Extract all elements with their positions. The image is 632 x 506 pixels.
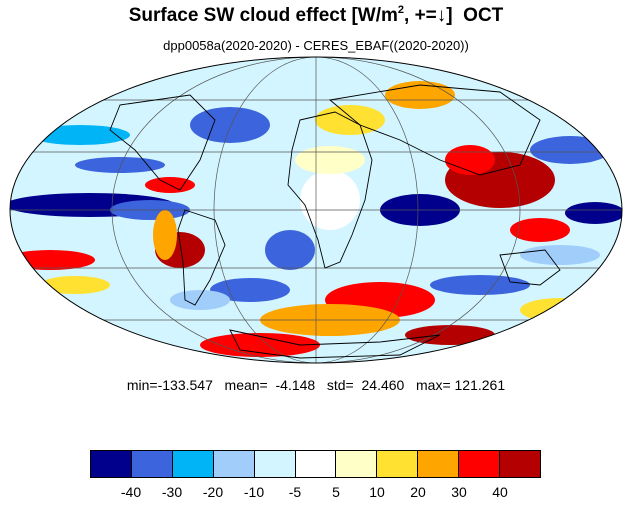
colorbar-tick-label: -5 [288, 484, 302, 500]
patch [405, 325, 495, 345]
field-patches [10, 81, 622, 357]
colorbar-tick-label: -10 [243, 484, 265, 500]
colorbar [90, 450, 541, 478]
colorbar-tick-label: 20 [410, 484, 426, 500]
patch [190, 107, 270, 143]
colorbar-swatch [500, 451, 540, 477]
title-tail: , +=↓] OCT [404, 5, 504, 26]
colorbar-swatch [418, 451, 460, 477]
patch [200, 333, 320, 357]
title-superscript: 2 [397, 4, 405, 16]
colorbar-swatch [336, 451, 378, 477]
patch [75, 157, 165, 173]
colorbar-swatch [459, 451, 501, 477]
patch [10, 250, 95, 270]
plot-subtitle: dpp0058a(2020-2020) - CERES_EBAF((2020-2… [163, 38, 469, 53]
patch [430, 275, 530, 295]
colorbar-swatch [172, 451, 214, 477]
colorbar-tick-label: -20 [202, 484, 224, 500]
map-field [10, 57, 622, 363]
plot-title: Surface SW cloud effect [W/m2, +=↓] OCT [0, 4, 632, 27]
statistics-line: min=-133.547 mean= -4.148 std= 24.460 ma… [126, 377, 506, 393]
colorbar-tick-label: -40 [120, 484, 142, 500]
patch [445, 145, 495, 175]
patch [300, 170, 360, 230]
colorbar-tick-label: 30 [451, 484, 467, 500]
patch [153, 210, 177, 260]
patch [565, 202, 622, 224]
coastlines [109, 84, 561, 359]
patch [40, 276, 110, 294]
colorbar-swatch [131, 451, 173, 477]
patch [530, 136, 610, 164]
colorbar-swatch [213, 451, 255, 477]
patch [170, 290, 230, 310]
patch [510, 218, 570, 242]
colorbar-tick-label: 10 [369, 484, 385, 500]
colorbar-swatch [295, 451, 337, 477]
globe-outline [9, 56, 623, 364]
patch [210, 278, 290, 302]
patch [295, 146, 365, 174]
patch [520, 245, 600, 265]
title-main: Surface SW cloud effect [W/m [128, 5, 398, 26]
patch [265, 230, 315, 270]
patch [30, 125, 130, 145]
graticule [10, 57, 622, 363]
colorbar-swatch [254, 451, 296, 477]
colorbar-tick-label: 40 [492, 484, 508, 500]
colorbar-tick-label: -30 [161, 484, 183, 500]
colorbar-tick-label: 5 [332, 484, 340, 500]
colorbar-swatch [377, 451, 419, 477]
colorbar-swatch [91, 451, 132, 477]
